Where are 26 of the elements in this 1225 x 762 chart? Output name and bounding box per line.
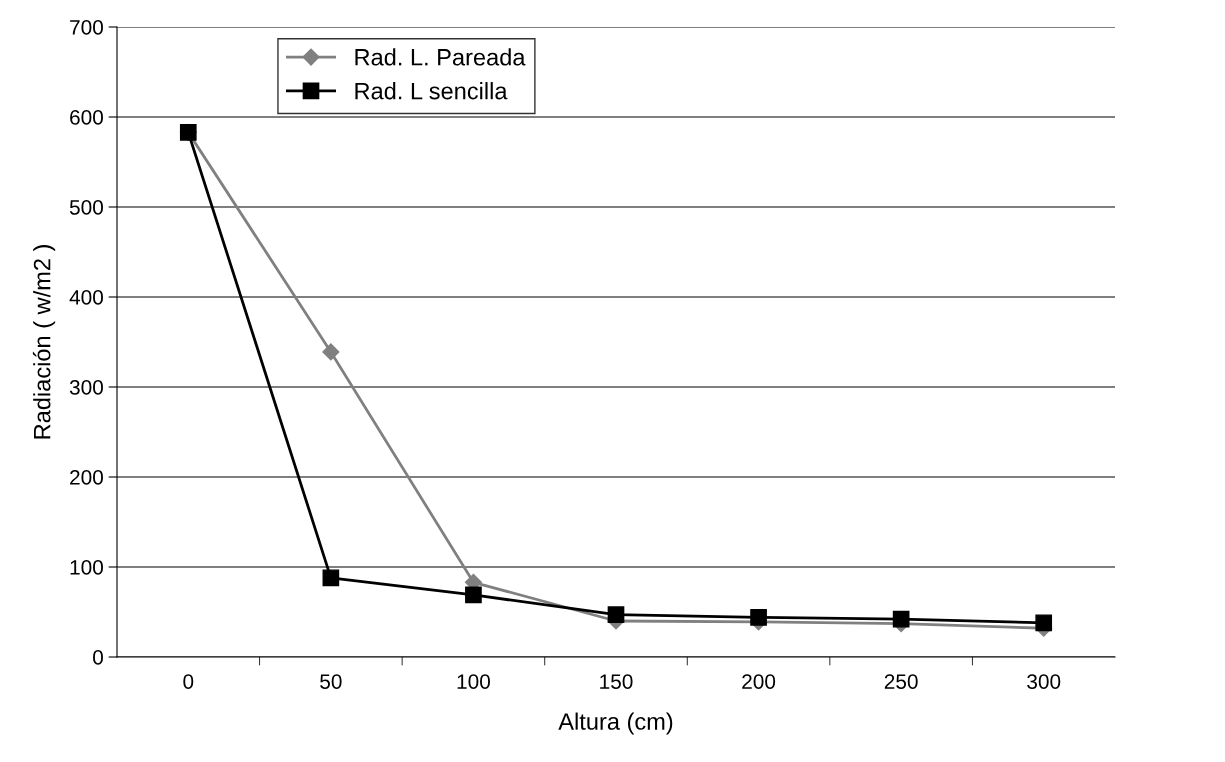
y-tick-label: 700: [70, 20, 103, 35]
y-axis-title: Radiación ( w/m2 ): [32, 245, 56, 439]
point: [607, 606, 625, 624]
point: [322, 569, 340, 587]
legend-label: Rad. L sencilla: [355, 82, 508, 100]
x-tick-label: 50: [320, 674, 342, 689]
y-tick-label: 300: [69, 380, 103, 395]
point: [322, 343, 340, 361]
x-tick-label: 150: [600, 674, 633, 689]
legend-label: Rad. L. Pareada: [355, 48, 526, 66]
point: [892, 610, 910, 628]
y-tick-label: 400: [69, 290, 103, 305]
x-tick-label: 100: [457, 674, 490, 689]
y-tick-label: 200: [70, 470, 103, 485]
point: [465, 586, 482, 604]
x-tick-label: 250: [884, 674, 918, 689]
y-tick-label: 100: [70, 560, 103, 575]
point: [1035, 614, 1053, 632]
x-tick-label: 200: [742, 674, 776, 689]
point: [750, 609, 767, 626]
x-tick-label: 300: [1027, 674, 1061, 689]
x-tick-label: 0: [183, 674, 194, 689]
x-axis-title: Altura (cm): [558, 712, 673, 735]
y-tick-label: 600: [70, 110, 103, 125]
y-tick-label: 500: [69, 200, 103, 215]
y-tick-label: 0: [93, 650, 103, 665]
